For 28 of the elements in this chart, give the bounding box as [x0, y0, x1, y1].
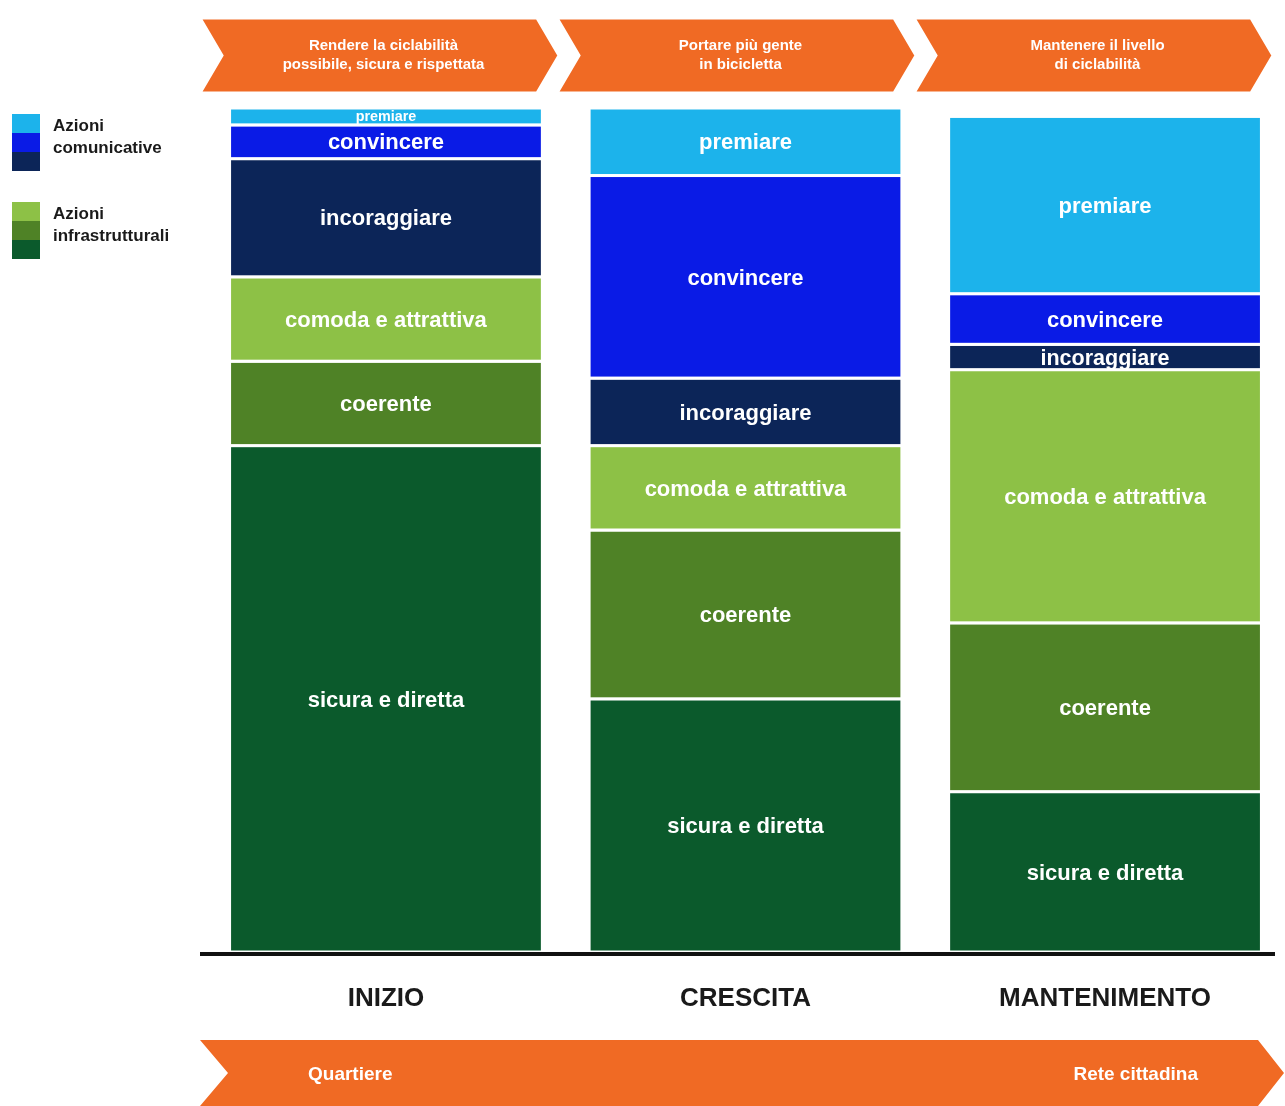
text: Azioni comunicative: [53, 116, 162, 157]
text: Azioni infrastrutturali: [53, 204, 170, 245]
text: incoraggiare: [679, 399, 812, 425]
text: sicura e diretta: [307, 686, 465, 712]
text: Mantenere il livello di ciclabilità: [1030, 36, 1165, 72]
series-label: coerente: [340, 391, 432, 417]
series-label: comoda e attrattiva: [285, 306, 488, 332]
series-label: convincere: [327, 129, 445, 155]
text: Portare più gente in bicicletta: [678, 36, 803, 72]
series-label: incoraggiare: [1040, 345, 1170, 370]
text: premiare: [699, 129, 792, 155]
text: Quartiere: [308, 1063, 393, 1084]
text: incoraggiare: [319, 205, 452, 231]
x-tick-label: INIZIO: [347, 982, 425, 1012]
text: convincere: [1046, 306, 1164, 332]
series-label: premiare: [355, 108, 417, 125]
text: coerente: [699, 602, 792, 628]
x-tick-label: CRESCITA: [680, 982, 812, 1012]
text: premiare: [1058, 192, 1152, 218]
text: convincere: [687, 264, 804, 290]
series-label: sicura e diretta: [1026, 859, 1185, 885]
text: coerente: [1059, 694, 1151, 720]
x-tick-label: MANTENIMENTO: [999, 982, 1211, 1012]
text: sicura e diretta: [667, 813, 824, 839]
text: Rete cittadina: [1073, 1063, 1199, 1084]
text: Rendere la ciclabilità possibile, sicura e rispettata: [282, 36, 486, 72]
text: comoda e attrattiva: [644, 475, 847, 501]
text: comoda e attrattiva: [1004, 483, 1206, 509]
